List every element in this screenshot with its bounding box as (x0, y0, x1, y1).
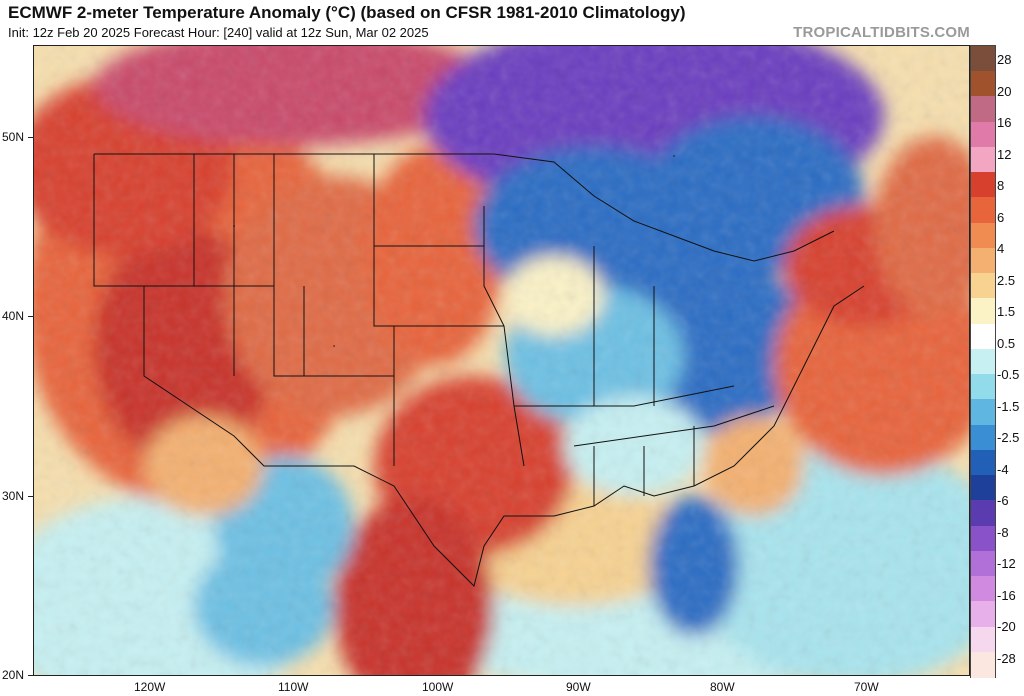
colorbar-swatch (971, 550, 995, 578)
colorbar-swatch (971, 298, 995, 325)
colorbar-label: -0.5 (997, 367, 1020, 382)
colorbar-label: -6 (997, 493, 1009, 508)
anomaly-map (33, 45, 970, 676)
colorbar-swatch (971, 348, 995, 376)
colorbar-label: -28 (997, 650, 1016, 666)
colorbar-label: 6 (997, 209, 1005, 225)
anomaly-map-graphic (34, 46, 969, 675)
colorbar-label: 1.5 (997, 304, 1016, 319)
temperature-anomaly-colorbar (970, 45, 996, 678)
colorbar-swatch (971, 374, 995, 401)
lat-tick (28, 137, 34, 138)
colorbar-label: -20 (997, 619, 1016, 634)
colorbar-swatch (971, 500, 995, 527)
lon-label: 70W (854, 680, 879, 694)
colorbar-label: 28 (997, 52, 1012, 67)
colorbar-label: 0.5 (997, 335, 1016, 351)
map-title: ECMWF 2-meter Temperature Anomaly (°C) (… (8, 3, 686, 22)
lon-label: 80W (710, 680, 735, 694)
colorbar-swatch (971, 399, 995, 426)
colorbar-label: -16 (997, 587, 1016, 603)
colorbar-swatch (971, 651, 995, 678)
colorbar-swatch (971, 172, 995, 199)
source-credit: TROPICALTIDBITS.COM (793, 24, 970, 41)
lat-tick (28, 496, 34, 497)
lat-tick (28, 316, 34, 317)
colorbar-label: 16 (997, 115, 1012, 130)
lon-label: 110W (278, 680, 309, 694)
colorbar-swatch (971, 247, 995, 275)
lat-label: 40N (2, 309, 25, 323)
colorbar-label: -2.5 (997, 430, 1020, 445)
colorbar-swatch (971, 626, 995, 653)
colorbar-swatch (971, 197, 995, 224)
map-subtitle: Init: 12z Feb 20 2025 Forecast Hour: [24… (8, 25, 429, 40)
colorbar-swatch (971, 424, 995, 451)
lon-label: 100W (422, 680, 454, 694)
colorbar-swatch (971, 71, 995, 98)
colorbar-swatch (971, 121, 995, 148)
colorbar-swatch (971, 146, 995, 174)
colorbar-swatch (971, 525, 995, 552)
lat-label: 50N (2, 130, 25, 144)
lon-label: 120W (134, 680, 166, 694)
colorbar-label: 8 (997, 178, 1005, 193)
colorbar-swatch (971, 46, 995, 73)
colorbar-swatch (971, 222, 995, 249)
colorbar-swatch (971, 96, 995, 123)
colorbar-label: 20 (997, 83, 1012, 99)
colorbar-label: 12 (997, 146, 1012, 162)
colorbar-swatch (971, 449, 995, 477)
colorbar-label: -12 (997, 556, 1016, 571)
lat-tick (28, 675, 34, 676)
colorbar-label: -8 (997, 524, 1009, 540)
colorbar-label: -4 (997, 461, 1009, 477)
colorbar-swatch (971, 576, 995, 603)
lat-label: 20N (2, 668, 25, 682)
colorbar-label: 2.5 (997, 272, 1016, 288)
colorbar-label: 4 (997, 241, 1005, 256)
colorbar-swatch (971, 323, 995, 350)
lon-label: 90W (566, 680, 591, 694)
colorbar-swatch (971, 475, 995, 502)
lat-label: 30N (2, 489, 25, 503)
colorbar-label: -1.5 (997, 398, 1020, 414)
colorbar-swatch (971, 601, 995, 628)
colorbar-swatch (971, 273, 995, 300)
